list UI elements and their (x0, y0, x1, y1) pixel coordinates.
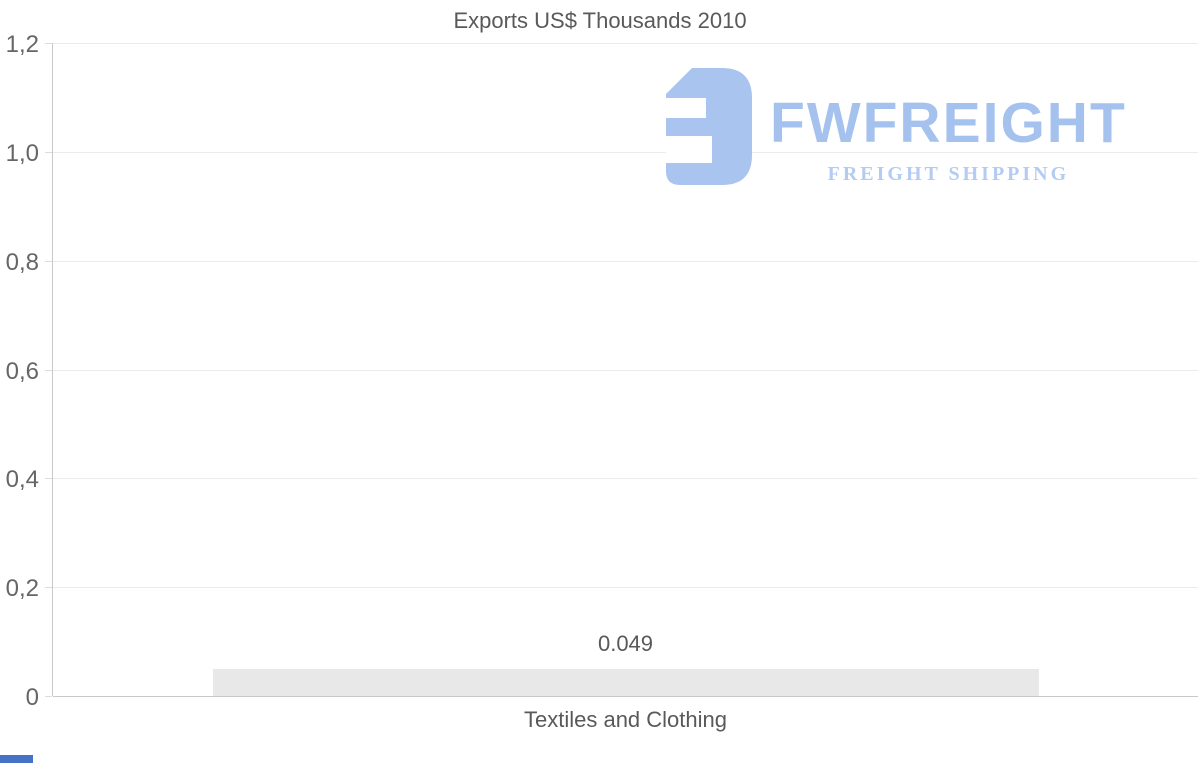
y-axis-tickmark (45, 696, 52, 697)
fwfreight-logo-icon (666, 68, 752, 185)
y-tick-label-0,2: 0,2 (5, 575, 39, 603)
y-axis-tickmark (45, 43, 52, 44)
x-category-label: Textiles and Clothing (523, 707, 728, 732)
y-tick-label-0,8: 0,8 (5, 248, 39, 276)
y-tick-label-0,6: 0,6 (5, 357, 39, 385)
y-tick-label-1,0: 1,0 (5, 139, 39, 167)
brand-name: FWFREIGHT (770, 91, 1127, 155)
chart-title: Exports US$ Thousands 2010 (453, 8, 747, 33)
brand-tagline: FREIGHT SHIPPING (827, 163, 1070, 185)
gridline-0,4 (53, 478, 1198, 480)
y-axis-tickmark (45, 260, 52, 262)
fwfreight-watermark: FWFREIGHT FREIGHT SHIPPING (650, 68, 1127, 186)
y-tick-label-1,2: 1,2 (5, 31, 39, 58)
gridline-0,6 (53, 369, 1198, 371)
y-axis-tickmark (45, 151, 52, 153)
y-axis-tickmark (45, 587, 52, 589)
gridline-0,8 (53, 260, 1198, 262)
bar-value-label: 0.049 (597, 631, 654, 657)
gridline-1,2 (53, 43, 1198, 44)
gridline-0,2 (53, 587, 1198, 589)
bar-textiles-and-clothing[interactable] (212, 669, 1039, 696)
y-axis-tickmark (45, 478, 52, 480)
gridline-1,0 (53, 151, 1198, 153)
y-tick-label-0: 0 (25, 684, 39, 711)
y-tick-label-0,4: 0,4 (5, 466, 39, 494)
plot-area: 0.049 Textiles and Clothing 0 0,2 0,4 0,6 0,… (6, 33, 1198, 732)
fwfreight-logo-text: FWFREIGHT FREIGHT SHIPPING (770, 68, 1127, 186)
bottom-left-accent (0, 755, 33, 763)
gridline-0 (53, 696, 1198, 697)
y-axis-tickmark (45, 369, 52, 371)
